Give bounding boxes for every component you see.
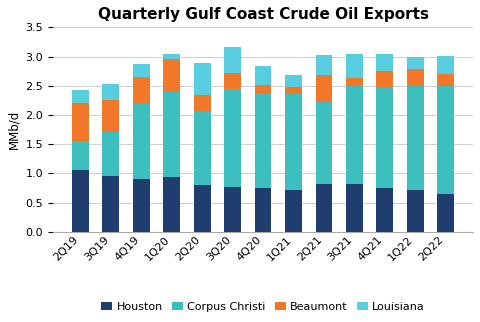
Bar — [194, 185, 211, 232]
Bar — [346, 86, 363, 184]
Bar — [103, 176, 119, 232]
Bar — [224, 89, 241, 187]
Legend: Houston, Corpus Christi, Beaumont, Louisiana: Houston, Corpus Christi, Beaumont, Louis… — [96, 298, 430, 316]
Bar — [163, 177, 180, 232]
Bar — [315, 55, 332, 75]
Bar — [194, 111, 211, 185]
Bar — [194, 95, 211, 111]
Bar — [285, 88, 302, 94]
Bar — [72, 141, 89, 170]
Bar — [255, 188, 271, 232]
Bar — [285, 94, 302, 190]
Bar — [346, 54, 363, 78]
Bar — [437, 74, 454, 86]
Bar — [437, 56, 454, 74]
Bar — [72, 90, 89, 103]
Bar — [163, 53, 180, 60]
Bar — [376, 71, 393, 87]
Bar — [376, 188, 393, 232]
Bar — [285, 190, 302, 232]
Bar — [437, 86, 454, 194]
Bar — [133, 63, 150, 77]
Bar — [103, 100, 119, 132]
Bar — [133, 179, 150, 232]
Bar — [376, 53, 393, 71]
Bar — [224, 47, 241, 73]
Bar — [103, 84, 119, 100]
Bar — [255, 85, 271, 93]
Bar — [72, 170, 89, 232]
Bar — [407, 86, 423, 190]
Bar — [315, 184, 332, 232]
Bar — [163, 60, 180, 91]
Bar — [346, 184, 363, 232]
Bar — [133, 77, 150, 103]
Bar — [255, 66, 271, 85]
Bar — [315, 75, 332, 102]
Bar — [72, 103, 89, 141]
Bar — [346, 78, 363, 86]
Bar — [224, 73, 241, 89]
Bar — [407, 69, 423, 86]
Bar — [376, 87, 393, 188]
Bar — [407, 56, 423, 69]
Bar — [407, 190, 423, 232]
Bar — [133, 103, 150, 179]
Bar — [285, 75, 302, 88]
Bar — [255, 93, 271, 188]
Y-axis label: MMb/d: MMb/d — [7, 110, 20, 149]
Bar — [103, 132, 119, 176]
Title: Quarterly Gulf Coast Crude Oil Exports: Quarterly Gulf Coast Crude Oil Exports — [97, 7, 429, 22]
Bar — [224, 187, 241, 232]
Bar — [315, 102, 332, 184]
Bar — [437, 194, 454, 232]
Bar — [194, 63, 211, 95]
Bar — [163, 91, 180, 177]
